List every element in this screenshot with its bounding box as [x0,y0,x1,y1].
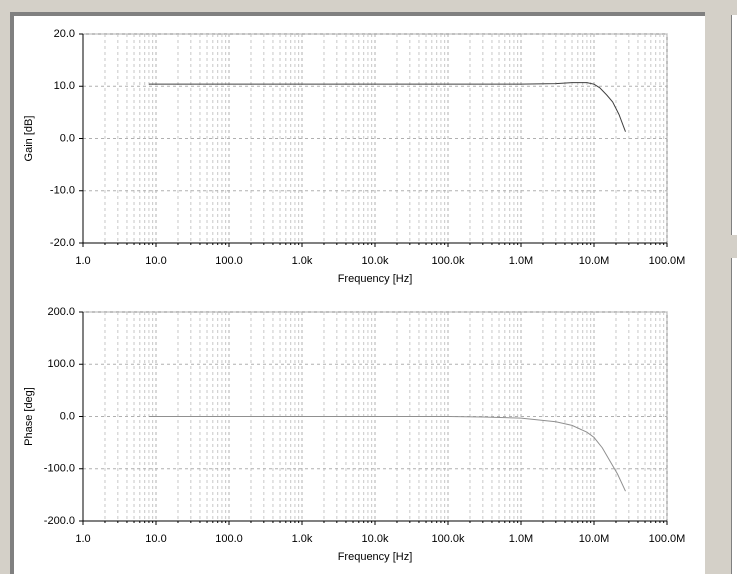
y-tick-label: -20.0 [50,237,75,249]
x-tick-label: 10.0M [579,533,610,545]
side-panel [731,15,737,235]
x-tick-label: 1.0k [292,255,313,267]
y-tick-label: 100.0 [47,358,75,370]
y-axis-label: Gain [dB] [23,116,35,162]
x-tick-label: 10.0M [579,255,610,267]
x-tick-label: 10.0k [362,255,389,267]
y-tick-label: 0.0 [60,132,75,144]
x-tick-label: 1.0 [75,533,90,545]
side-panel [731,258,737,574]
x-tick-label: 100.0M [649,533,686,545]
x-tick-label: 10.0k [362,533,389,545]
data-line [148,416,626,492]
x-tick-label: 1.0 [75,255,90,267]
x-tick-label: 100.0M [649,255,686,267]
x-tick-label: 100.0k [431,255,465,267]
y-tick-label: -100.0 [44,463,75,475]
x-tick-label: 1.0M [509,533,533,545]
x-tick-label: 1.0M [509,255,533,267]
y-tick-label: -10.0 [50,185,75,197]
x-tick-label: 10.0 [145,255,166,267]
x-axis-label: Frequency [Hz] [338,273,413,285]
data-line [148,82,626,132]
x-axis-label: Frequency [Hz] [338,551,413,563]
x-tick-label: 100.0k [431,533,465,545]
x-tick-label: 100.0 [215,533,243,545]
y-tick-label: 10.0 [54,80,75,92]
x-tick-label: 10.0 [145,533,166,545]
y-tick-label: -200.0 [44,515,75,527]
y-tick-label: 200.0 [47,306,75,318]
x-tick-label: 100.0 [215,255,243,267]
y-tick-label: 20.0 [54,28,75,40]
y-tick-label: 0.0 [60,410,75,422]
y-axis-label: Phase [deg] [23,387,35,446]
x-tick-label: 1.0k [292,533,313,545]
